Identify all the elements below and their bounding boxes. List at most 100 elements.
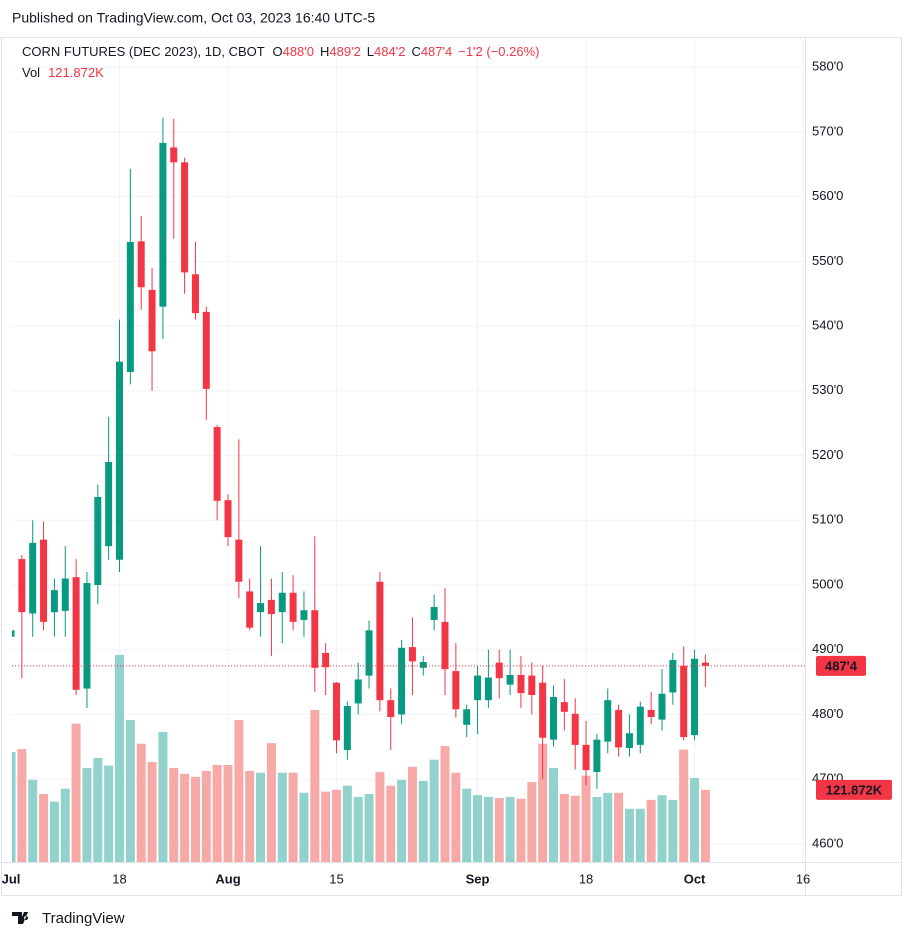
candle-body <box>387 700 395 718</box>
candle-body <box>636 706 644 745</box>
legend-key: C <box>411 44 420 59</box>
volume-bar <box>342 785 352 862</box>
candle-body <box>550 696 557 740</box>
candle-body <box>539 682 547 738</box>
x-tick-label: Jul <box>2 871 21 886</box>
candle-body <box>137 241 145 288</box>
volume-bar <box>49 801 59 862</box>
legend-key: O <box>272 44 282 59</box>
y-tick-label: 500'0 <box>812 576 843 591</box>
legend-value: 489'2 <box>329 44 360 59</box>
volume-bar <box>212 765 222 862</box>
volume-value: 121.872K <box>48 65 104 80</box>
volume-bar <box>451 772 461 862</box>
candle-body <box>419 662 427 668</box>
y-tick-label: 570'0 <box>812 123 843 138</box>
candle-body <box>105 462 113 547</box>
candle-body <box>484 677 492 701</box>
candle-body <box>452 671 460 710</box>
y-tick-label: 530'0 <box>812 382 843 397</box>
candle-body <box>126 241 134 373</box>
candle-body <box>224 500 232 538</box>
x-tick-label: 18 <box>112 871 126 886</box>
volume-bar <box>646 799 656 862</box>
volume-bar <box>310 710 320 862</box>
candle-body <box>267 599 275 615</box>
y-tick-label: 460'0 <box>812 835 843 850</box>
logo-mark <box>12 912 29 924</box>
candle-body <box>615 709 623 748</box>
volume-bar <box>690 778 700 862</box>
candle-body <box>680 665 688 738</box>
volume-bar <box>71 723 81 862</box>
volume-bar <box>364 793 374 862</box>
volume-bar <box>657 795 667 862</box>
candle-body <box>148 289 156 352</box>
candle-body <box>604 700 612 742</box>
volume-layer <box>12 655 710 862</box>
volume-bar <box>549 767 558 862</box>
volume-bar <box>375 772 385 862</box>
volume-bar <box>559 793 569 862</box>
candle-body <box>116 361 123 560</box>
candle-body <box>528 675 536 696</box>
volume-bar <box>429 759 439 862</box>
volume-bar <box>516 798 526 862</box>
volume-bar <box>668 799 678 862</box>
candle-body <box>40 539 48 622</box>
candle-body <box>159 142 167 307</box>
y-tick-label: 540'0 <box>812 318 843 333</box>
volume-bar <box>125 720 135 862</box>
volume-bar <box>104 765 114 862</box>
candle-body <box>365 630 373 676</box>
volume-title: Vol <box>22 65 40 80</box>
axes: 460'0470'0480'0490'0500'0510'0520'0530'0… <box>2 59 844 887</box>
volume-bar <box>288 772 298 862</box>
volume-bar <box>570 795 580 862</box>
volume-bar <box>277 772 287 862</box>
volume-badge <box>816 779 892 800</box>
volume-bar <box>82 767 92 862</box>
volume-badge-label: 121.872K <box>826 782 883 797</box>
candle-body <box>343 706 351 751</box>
candle-body <box>322 652 330 668</box>
legend-change: −1'2 (−0.26%) <box>458 44 539 59</box>
chart-frame <box>1 37 902 896</box>
candle-body <box>495 662 503 679</box>
logo: TradingView <box>12 910 125 927</box>
candle-body <box>29 542 37 614</box>
legend-header: CORN FUTURES (DEC 2023), 1D, CBOT O488'0 H… <box>22 44 540 59</box>
volume-bar <box>538 743 548 862</box>
volume-bar <box>223 765 233 862</box>
volume-bar <box>169 767 179 862</box>
volume-bar <box>158 731 168 862</box>
candle-body <box>354 679 362 704</box>
volume-bar <box>679 749 689 862</box>
candle-body <box>18 559 26 613</box>
volume-bar <box>321 791 331 862</box>
volume-bar <box>266 743 276 862</box>
candle-body <box>474 675 482 701</box>
volume-bar <box>136 743 146 862</box>
candle-body <box>72 577 80 690</box>
x-tick-label: Aug <box>215 871 240 886</box>
volume-bar <box>494 798 504 862</box>
volume-bar <box>234 720 244 862</box>
volume-bar <box>353 796 363 862</box>
candle-body <box>246 591 254 628</box>
candle-body <box>61 578 69 611</box>
volume-bar <box>28 779 38 862</box>
volume-bar <box>201 770 211 862</box>
volume-bar <box>180 773 190 862</box>
candle-body <box>463 709 471 725</box>
volume-bar <box>527 782 537 862</box>
candle-body <box>300 610 308 620</box>
x-tick-label: 15 <box>329 871 343 886</box>
candle-body <box>647 709 655 718</box>
x-tick-label: 18 <box>579 871 593 886</box>
volume-bar <box>581 775 591 862</box>
candle-body <box>311 610 319 668</box>
candle-body <box>235 539 243 582</box>
candle-layer <box>12 117 709 789</box>
volume-bar <box>603 792 613 862</box>
